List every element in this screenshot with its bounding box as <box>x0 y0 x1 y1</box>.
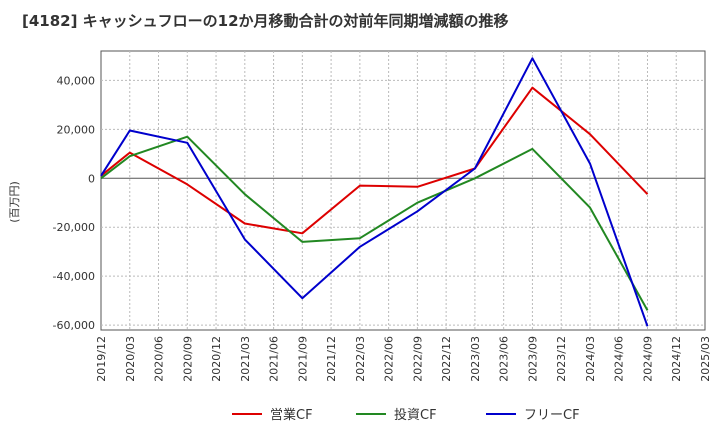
x-tick-label: 2022/06 <box>383 336 396 382</box>
x-tick-label: 2021/06 <box>268 336 281 382</box>
chart-title: [4182] キャッシュフローの12か月移動合計の対前年同期増減額の推移 <box>22 12 509 30</box>
x-tick-label: 2021/12 <box>325 336 338 382</box>
y-tick-label: 20,000 <box>57 123 96 136</box>
series-line-0 <box>100 86 649 235</box>
y-tick-label: 0 <box>88 172 95 185</box>
x-tick-label: 2022/03 <box>354 336 367 382</box>
legend: 営業CF 投資CF フリーCF <box>232 407 580 423</box>
x-tick-label: 2020/12 <box>210 336 223 382</box>
x-tick-label: 2023/06 <box>498 336 511 382</box>
x-tick-label: 2022/12 <box>440 336 453 382</box>
y-tick-label: -40,000 <box>53 270 95 283</box>
x-tick-label: 2023/09 <box>526 336 539 382</box>
x-tick-label: 2024/09 <box>641 336 654 382</box>
x-tick-label: 2023/03 <box>469 336 482 382</box>
x-tick-label: 2020/06 <box>153 336 166 382</box>
y-axis-label: (百万円) <box>8 181 21 223</box>
legend-label-0: 営業CF <box>270 407 313 423</box>
x-tick-label: 2025/03 <box>699 336 712 382</box>
x-tick-label: 2024/03 <box>584 336 597 382</box>
grid-lines <box>101 51 705 330</box>
plot-area <box>100 50 706 331</box>
y-tick-label: -20,000 <box>53 221 95 234</box>
series-lines <box>100 57 649 327</box>
series-line-1 <box>100 135 649 311</box>
x-tick-label: 2021/03 <box>239 336 252 382</box>
x-axis-ticks: 2019/12 2020/03 2020/06 2020/09 2020/12 2021/… <box>95 336 712 382</box>
x-tick-label: 2021/09 <box>296 336 309 382</box>
y-tick-label: 40,000 <box>57 74 96 87</box>
x-tick-label: 2019/12 <box>95 336 108 382</box>
x-tick-label: 2024/12 <box>670 336 683 382</box>
x-tick-label: 2024/06 <box>613 336 626 382</box>
x-tick-label: 2020/09 <box>181 336 194 382</box>
series-line-2 <box>100 57 649 327</box>
x-tick-label: 2020/03 <box>124 336 137 382</box>
legend-label-1: 投資CF <box>394 407 437 423</box>
x-tick-label: 2022/09 <box>411 336 424 382</box>
y-tick-label: -60,000 <box>53 319 95 332</box>
y-axis-ticks: 40,000 20,000 0 -20,000 -40,000 -60,000 <box>53 74 95 332</box>
x-tick-label: 2023/12 <box>555 336 568 382</box>
legend-label-2: フリーCF <box>524 408 580 423</box>
